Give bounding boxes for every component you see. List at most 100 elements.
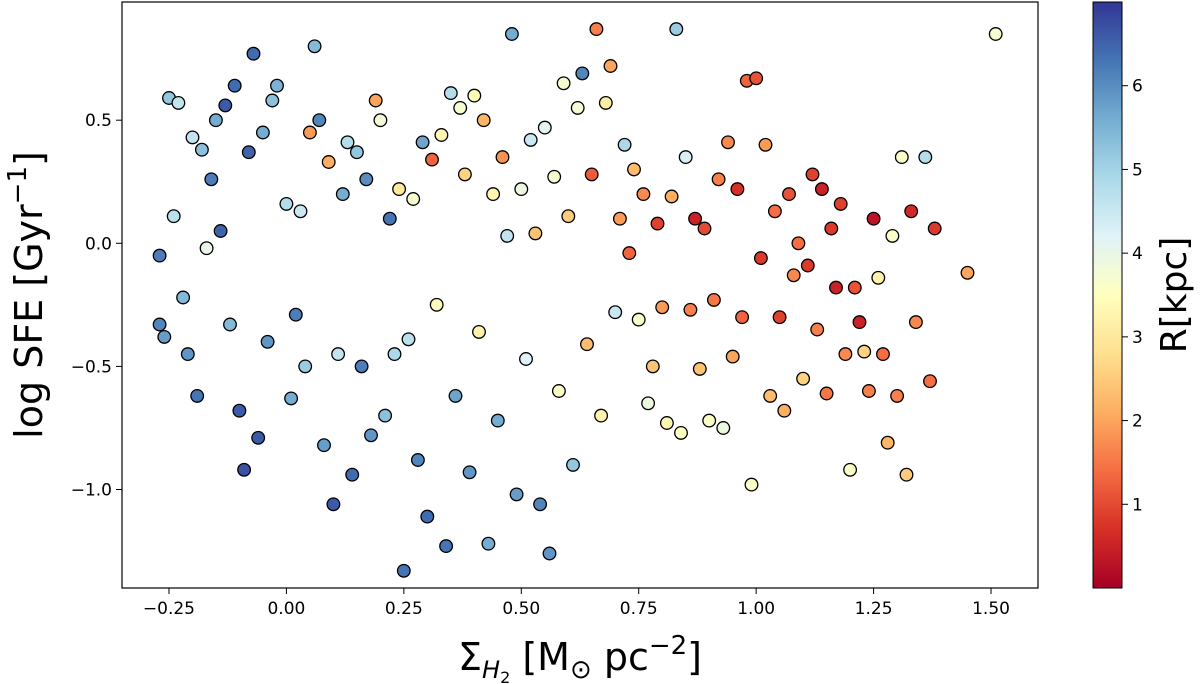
data-point (580, 337, 594, 352)
data-point (415, 135, 430, 150)
x-tick-label: 0.25 (385, 599, 423, 619)
data-point (425, 152, 439, 167)
data-point (448, 388, 463, 403)
data-point (504, 27, 519, 41)
data-point (767, 204, 782, 219)
data-point (570, 100, 585, 115)
data-point (152, 317, 167, 332)
colorbar-tick-label: 5 (1132, 160, 1143, 180)
data-point (472, 324, 486, 339)
data-point (721, 135, 735, 150)
data-point (453, 100, 468, 115)
data-point (988, 27, 1003, 41)
colorbar-tick-label: 1 (1132, 495, 1143, 515)
data-point (500, 228, 515, 243)
data-point (927, 221, 942, 236)
data-point (833, 196, 848, 211)
x-tick-label: 1.00 (737, 599, 775, 619)
data-point (584, 167, 599, 182)
data-point (171, 95, 186, 110)
data-point (631, 312, 646, 327)
data-point (410, 453, 425, 467)
data-point (725, 349, 740, 364)
data-point (655, 300, 670, 315)
data-point (857, 344, 872, 359)
data-point (894, 150, 909, 165)
colorbar (1092, 1, 1123, 589)
data-point (753, 251, 768, 266)
data-point (213, 224, 228, 238)
data-point (152, 248, 167, 263)
x-axis-ticks: −0.25 0.00 0.25 0.50 0.75 1.00 1.25 1.50 (143, 588, 1010, 619)
data-point (819, 386, 834, 401)
data-point (284, 391, 299, 406)
data-point (730, 182, 745, 197)
data-point (462, 465, 477, 480)
x-tick-label: −0.25 (143, 599, 195, 619)
data-point (697, 221, 712, 236)
data-point (777, 403, 792, 418)
x-axis-title: ΣH2 [M⊙ pc−2] (458, 631, 702, 684)
data-point (899, 467, 914, 482)
data-point (960, 265, 975, 280)
colorbar-tick-label: 2 (1132, 412, 1143, 432)
data-point (157, 329, 172, 344)
data-point (166, 209, 181, 224)
x-tick-label: 1.50 (972, 599, 1010, 619)
data-point (190, 388, 205, 403)
x-tick-label: 0.00 (267, 599, 305, 619)
data-point (547, 169, 562, 184)
data-point (232, 403, 247, 418)
data-point (904, 204, 919, 219)
data-point (307, 39, 322, 54)
x-tick-label: 1.25 (855, 599, 893, 619)
x-tick-label: 0.75 (620, 599, 658, 619)
data-point (335, 187, 350, 202)
plot-frame (121, 1, 1039, 589)
data-point (829, 280, 843, 295)
data-point (749, 71, 764, 86)
data-point (908, 315, 923, 330)
data-point (429, 297, 444, 312)
data-point (612, 211, 627, 226)
data-point (664, 189, 679, 204)
x-tick-label: 0.50 (502, 599, 540, 619)
data-point (542, 546, 557, 561)
data-point (617, 137, 632, 152)
data-point (683, 302, 698, 317)
colorbar-label: R[kpc] (1154, 237, 1195, 354)
data-point (260, 334, 275, 349)
data-point (345, 467, 360, 482)
data-point (636, 187, 651, 202)
data-point (457, 167, 472, 182)
data-point (246, 46, 261, 61)
colorbar-tick-label: 4 (1132, 244, 1143, 264)
data-point (387, 347, 402, 362)
y-axis-title: log SFE [Gyr−1] (3, 151, 51, 439)
data-point (659, 416, 674, 430)
data-point (890, 388, 905, 403)
data-point (396, 563, 411, 578)
data-point (692, 361, 707, 376)
data-point (349, 145, 364, 160)
data-point (434, 128, 449, 142)
data-point (194, 142, 209, 157)
data-point (847, 280, 862, 295)
data-point (288, 307, 303, 322)
data-point (880, 435, 895, 450)
data-point (843, 462, 858, 477)
data-point (669, 22, 684, 37)
data-point (923, 374, 937, 389)
data-point (312, 113, 327, 128)
data-point (486, 187, 501, 202)
data-point (223, 317, 237, 332)
data-point (772, 310, 787, 325)
data-point (321, 155, 336, 169)
data-point (533, 497, 548, 512)
data-point (603, 59, 618, 73)
data-point (716, 421, 731, 435)
data-point (218, 98, 233, 113)
data-point (495, 150, 510, 165)
data-point (627, 162, 641, 177)
